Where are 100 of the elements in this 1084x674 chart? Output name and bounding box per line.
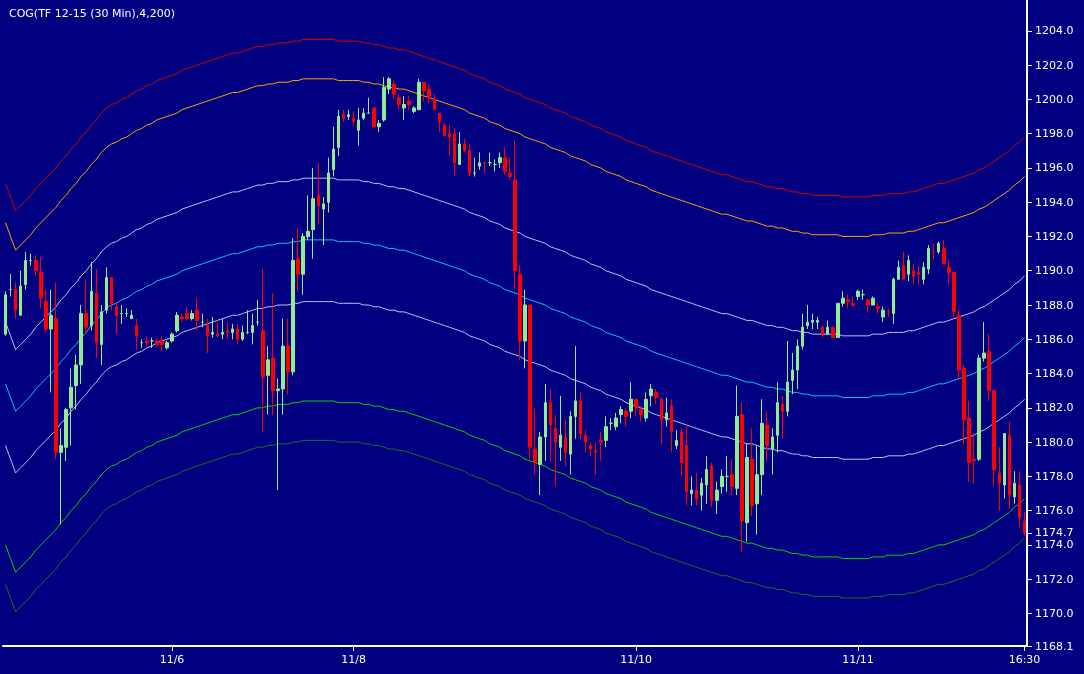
- candlestick: [912, 263, 915, 285]
- line-series: [5, 439, 1025, 613]
- candlestick: [599, 431, 603, 462]
- y-tick-label: 1202.0: [1035, 58, 1074, 72]
- candlestick: [110, 277, 113, 311]
- candlestick: [629, 381, 633, 419]
- candlestick: [1003, 433, 1006, 500]
- candlestick: [211, 316, 214, 339]
- candlestick: [327, 157, 330, 213]
- candlestick: [776, 381, 779, 453]
- candlestick: [190, 309, 194, 321]
- candlestick: [685, 424, 688, 506]
- candlestick: [619, 405, 623, 424]
- candlestick: [639, 405, 643, 423]
- candlestick: [342, 109, 345, 123]
- candlestick: [538, 431, 542, 496]
- candlestick: [866, 299, 870, 313]
- y-tick-label: 1198.0: [1035, 127, 1074, 141]
- candlestick: [750, 427, 754, 517]
- candlestick: [165, 340, 169, 351]
- candlestick: [362, 107, 365, 121]
- candlestick: [438, 112, 441, 133]
- candlestick: [826, 319, 829, 335]
- candlestick: [145, 335, 149, 347]
- candlestick: [932, 242, 935, 261]
- candlestick: [871, 295, 875, 306]
- candlestick: [498, 152, 502, 169]
- candlestick: [831, 326, 835, 339]
- candlestick: [735, 385, 739, 496]
- candlestick: [665, 397, 668, 428]
- candlestick: [660, 397, 663, 445]
- candlestick: [241, 325, 244, 342]
- line-series: [5, 400, 1025, 573]
- candlestick: [816, 316, 819, 330]
- candlestick: [569, 410, 572, 476]
- candlestick: [856, 289, 860, 301]
- candlestick: [564, 419, 567, 467]
- candlestick: [317, 162, 320, 225]
- candlestick: [614, 412, 618, 431]
- candlestick: [488, 152, 492, 167]
- candlestick: [876, 302, 880, 315]
- candlestick: [801, 313, 804, 351]
- candlestick: [518, 265, 522, 361]
- candlestick: [503, 146, 507, 176]
- candlestick: [216, 321, 219, 339]
- candlestick: [90, 261, 93, 332]
- y-tick-label: 1184.0: [1035, 367, 1074, 381]
- x-tick-label: 11/10: [620, 653, 652, 666]
- candlestick: [54, 282, 58, 460]
- y-tick-label: 1168.1: [1035, 639, 1074, 653]
- candlestick: [443, 122, 446, 136]
- line-series: [5, 301, 1025, 474]
- candlestick: [998, 446, 1001, 512]
- candlestick: [644, 391, 648, 423]
- candlestick: [892, 277, 895, 325]
- x-tick-label: 16:30: [1008, 653, 1041, 666]
- y-tick-label: 1176.0: [1035, 504, 1074, 518]
- candlestick: [221, 318, 224, 340]
- candlestick: [266, 345, 270, 416]
- candlestick: [69, 367, 73, 447]
- candlestick: [226, 321, 229, 340]
- candlestick: [433, 93, 436, 111]
- candlestick: [523, 289, 527, 369]
- y-tick-label: 1174.7: [1035, 526, 1074, 540]
- candlestick: [705, 455, 708, 505]
- candlestick: [195, 297, 199, 332]
- candlestick: [937, 241, 940, 255]
- candlestick: [700, 477, 703, 512]
- candlestick: [927, 244, 930, 275]
- candlestick: [649, 383, 653, 407]
- y-tick-label: 1204.0: [1035, 24, 1074, 38]
- candlestick: [367, 97, 370, 114]
- candlestick: [34, 254, 38, 277]
- candlestick: [468, 143, 471, 177]
- candlestick: [907, 254, 910, 282]
- candlestick: [594, 441, 597, 476]
- candlestick: [377, 119, 381, 133]
- candlestick: [286, 318, 290, 395]
- candlestick: [796, 338, 799, 390]
- x-tick-label: 11/6: [159, 653, 185, 666]
- candlestick: [791, 352, 794, 395]
- candlestick: [589, 441, 592, 457]
- candlestick: [206, 318, 209, 354]
- y-tick-label: 1186.0: [1035, 332, 1074, 346]
- candlestick: [352, 110, 355, 126]
- candlestick: [4, 290, 7, 337]
- candlestick: [725, 455, 729, 493]
- candlestick: [271, 292, 275, 416]
- candlestick: [463, 138, 466, 153]
- candlestick: [851, 295, 855, 308]
- candlestick: [897, 259, 900, 280]
- candlestick: [922, 261, 925, 285]
- candlestick: [9, 273, 12, 297]
- x-tick-label: 11/11: [842, 653, 874, 666]
- candlestick: [745, 443, 749, 542]
- candlestick: [942, 239, 946, 265]
- candlestick: [120, 304, 123, 325]
- candlestick: [786, 340, 789, 417]
- candlestick: [740, 402, 744, 553]
- candlestick: [710, 462, 713, 508]
